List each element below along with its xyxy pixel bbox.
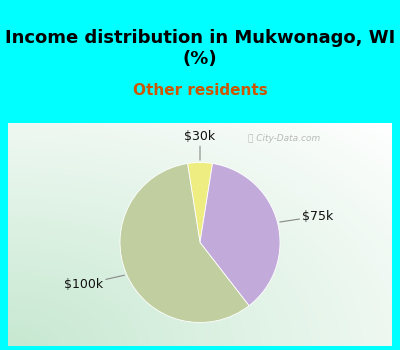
Wedge shape (200, 163, 280, 306)
Text: Income distribution in Mukwonago, WI
(%): Income distribution in Mukwonago, WI (%) (5, 29, 395, 68)
Text: $100k: $100k (64, 275, 124, 291)
Wedge shape (188, 162, 212, 243)
Text: $75k: $75k (280, 210, 334, 223)
Text: $30k: $30k (184, 131, 216, 160)
Text: Other residents: Other residents (133, 83, 267, 98)
Wedge shape (120, 163, 249, 322)
Text: Ⓠ City-Data.com: Ⓠ City-Data.com (248, 134, 320, 143)
